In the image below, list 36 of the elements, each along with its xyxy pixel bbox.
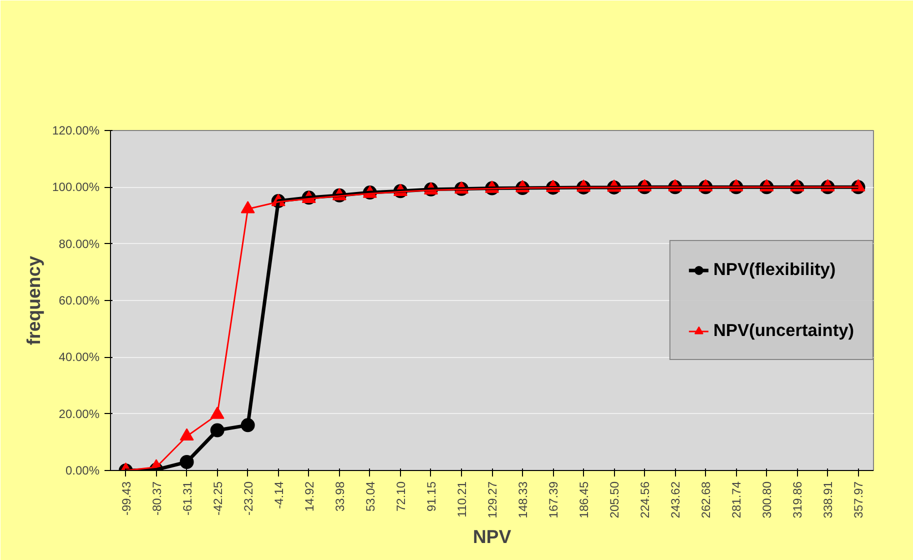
x-tick-label: -80.37 [150, 481, 164, 516]
x-tick-label: 357.97 [852, 481, 866, 518]
x-tick-label: 300.80 [760, 481, 774, 518]
y-tick-label: 80.00% [58, 236, 100, 251]
x-tick-label: 281.74 [730, 481, 744, 518]
x-tick-label: 262.68 [699, 481, 714, 518]
x-tick-label: 319.86 [790, 481, 805, 518]
x-tick-label: 129.27 [486, 481, 500, 518]
x-tick-label: 205.50 [608, 481, 622, 518]
y-tick-label: 20.00% [58, 406, 100, 421]
x-tick-label: 110.21 [454, 481, 469, 518]
y-tick-label: 120.00% [52, 124, 100, 138]
x-tick-label: 243.62 [668, 481, 683, 518]
x-tick-label: 186.45 [577, 481, 592, 518]
y-axis-title: frequency [23, 255, 44, 346]
y-tick-label: 60.00% [58, 294, 100, 308]
legend-label: NPV(flexibility) [713, 259, 836, 280]
x-tick-label: 53.04 [363, 481, 378, 512]
x-tick-label: -61.31 [180, 481, 194, 516]
x-axis-title: NPV [472, 526, 512, 548]
x-tick-label: -42.25 [210, 481, 225, 516]
x-tick-label: 338.91 [821, 481, 836, 518]
x-tick-label: 14.92 [302, 481, 316, 512]
x-tick-label: 167.39 [546, 481, 561, 518]
x-tick-label: -23.20 [241, 481, 256, 516]
x-tick-label: 33.98 [332, 481, 347, 512]
x-tick-label: 148.33 [516, 481, 530, 518]
legend-label: NPV(uncertainty) [713, 320, 854, 341]
x-tick-label: -4.14 [272, 481, 286, 509]
x-tick-label: 224.56 [638, 481, 652, 518]
x-tick-label: -99.43 [119, 481, 134, 516]
y-tick-label: 40.00% [58, 350, 100, 364]
x-tick-label: 91.15 [424, 481, 438, 512]
y-tick-label: 100.00% [52, 180, 100, 194]
y-tick-label: 0.00% [65, 464, 100, 478]
x-tick-label: 72.10 [394, 481, 408, 512]
